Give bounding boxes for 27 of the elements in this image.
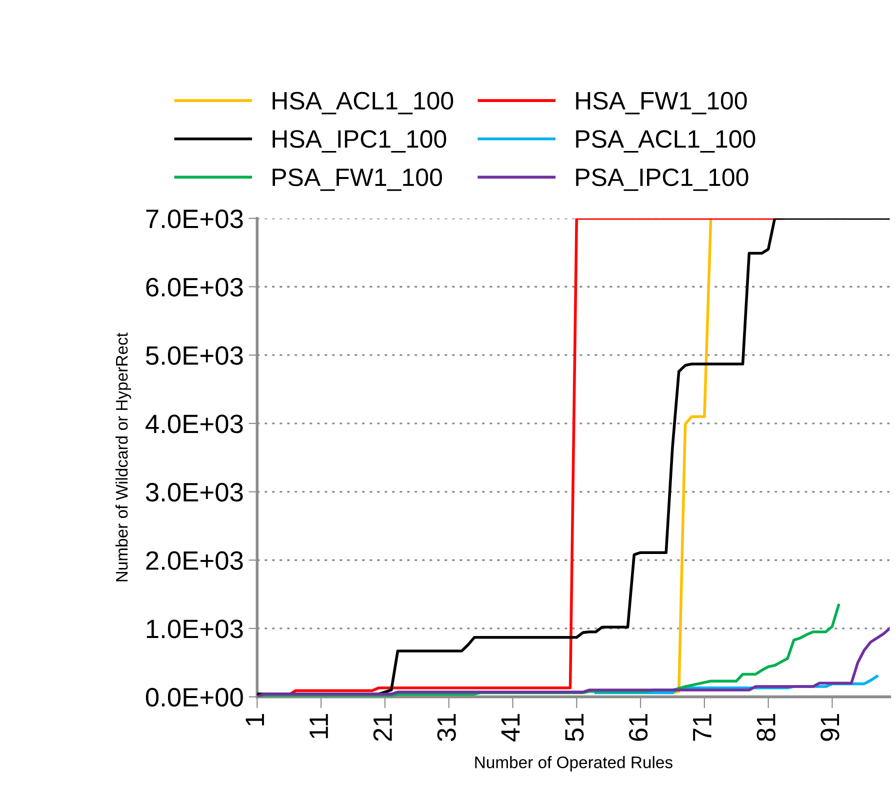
x-tick-label: 61: [628, 714, 648, 741]
y-tick-label: 6.0E+03: [146, 278, 243, 297]
y-tick-label: 4.0E+03: [146, 414, 243, 434]
legend-label: HSA_ACL1_100: [272, 92, 454, 114]
x-tick-label: 1: [246, 714, 264, 726]
x-tick-label: 91: [820, 714, 840, 741]
legend-label: HSA_FW1_100: [576, 92, 747, 114]
y-axis-title: Number of Wildcard or HyperRect: [115, 332, 132, 582]
x-tick-label: 41: [501, 714, 520, 742]
legend-label: PSA_ACL1_100: [576, 130, 756, 153]
y-tick-label: 7.0E+03: [146, 210, 243, 228]
x-tick-label: 81: [756, 714, 776, 741]
x-tick-label: 71: [693, 714, 712, 741]
legend-label: PSA_FW1_100: [272, 168, 442, 191]
line-series: [671, 218, 712, 694]
y-tick-label: 1.0E+03: [146, 620, 243, 638]
x-tick-label: 51: [565, 714, 584, 742]
x-tick-label: 21: [373, 714, 392, 741]
y-tick-label: 0.0E+00: [146, 688, 243, 707]
x-tick-label: 31: [437, 714, 456, 742]
x-tick-label: 11: [310, 714, 328, 738]
y-tick-label: 2.0E+03: [146, 551, 243, 570]
y-tick-label: 5.0E+03: [146, 346, 243, 365]
x-axis-title: Number of Operated Rules: [475, 756, 672, 772]
legend-label: PSA_IPC1_100: [576, 168, 748, 191]
legend-label: HSA_IPC1_100: [272, 130, 446, 153]
y-tick-label: 3.0E+03: [146, 482, 243, 502]
